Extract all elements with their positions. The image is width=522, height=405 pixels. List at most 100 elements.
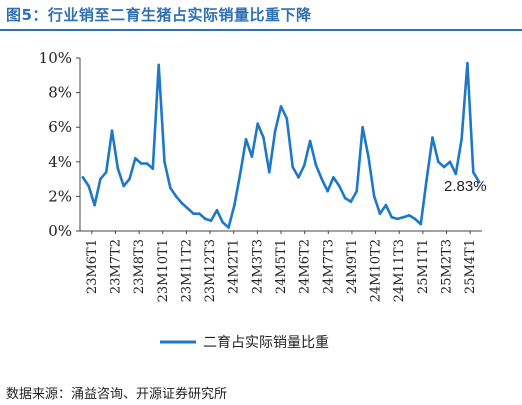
data-point xyxy=(454,172,458,176)
data-point xyxy=(372,195,376,198)
data-point xyxy=(93,203,96,207)
data-point xyxy=(273,129,277,132)
y-tick-label: 0% xyxy=(48,222,72,240)
data-point xyxy=(396,217,399,221)
x-tick-label: 23M12T3 xyxy=(203,239,218,302)
x-tick-label: 23M10T1 xyxy=(156,239,171,302)
data-point xyxy=(104,170,108,174)
y-tick-label: 8% xyxy=(48,84,72,102)
data-point xyxy=(174,195,178,198)
data-point xyxy=(472,170,475,174)
data-point xyxy=(320,177,324,181)
x-axis: 23M6T1 23M7T2 23M8T3 23M10T1 23M11T2 23M12T3 2… xyxy=(80,230,482,302)
y-axis: 0% 2% 4% 6% 8% 10% xyxy=(39,49,81,240)
x-tick-label: 24M2T1 xyxy=(227,239,242,294)
x-tick-label: 24M11T3 xyxy=(392,239,407,302)
data-point xyxy=(116,167,120,170)
data-point xyxy=(186,207,190,210)
data-point xyxy=(326,189,329,193)
data-point xyxy=(442,165,446,169)
series-line xyxy=(81,61,481,229)
data-point xyxy=(262,136,265,139)
data-point xyxy=(349,200,353,203)
data-point xyxy=(157,63,160,67)
data-point xyxy=(268,170,271,174)
data-point xyxy=(425,177,429,181)
data-point xyxy=(466,61,469,65)
x-tick-label: 23M8T3 xyxy=(132,239,147,294)
data-point xyxy=(413,217,417,221)
data-point xyxy=(291,165,295,169)
y-tick-label: 2% xyxy=(48,187,72,205)
legend: 二育占实际销量比重 xyxy=(160,335,329,351)
data-point xyxy=(192,212,195,215)
data-point xyxy=(215,208,219,212)
data-point xyxy=(460,138,463,141)
chart-title: 图5：行业销至二育生猪占实际销量比重下降 xyxy=(6,6,312,24)
data-point xyxy=(81,176,85,179)
data-point xyxy=(169,186,172,190)
data-point xyxy=(431,136,434,139)
data-point xyxy=(297,176,300,179)
data-point xyxy=(448,160,452,164)
data-point xyxy=(332,176,335,179)
data-point xyxy=(285,117,289,120)
data-point xyxy=(139,162,143,165)
x-tick-label: 24M6T2 xyxy=(298,239,313,294)
data-point xyxy=(477,180,481,184)
data-point xyxy=(134,157,137,160)
data-point xyxy=(279,105,283,108)
data-point xyxy=(402,215,405,219)
data-point xyxy=(128,177,131,181)
data-point xyxy=(355,189,359,193)
x-tick-label: 23M7T2 xyxy=(108,239,123,294)
data-point xyxy=(384,203,388,207)
x-tick-label: 25M2T3 xyxy=(440,239,455,294)
data-point xyxy=(338,184,341,188)
source-note: 数据来源：涌益咨询、开源证券研究所 xyxy=(6,387,228,402)
data-point xyxy=(122,184,125,188)
data-point xyxy=(314,164,318,167)
x-tick-label: 25M4T1 xyxy=(463,239,478,294)
y-tick-label: 6% xyxy=(48,118,72,136)
annotations: 2.83% xyxy=(444,178,487,195)
line-chart: 0%2%4%6%8%10% 23M6T1 23M7T2 23M8T3 23M10T1 2… xyxy=(39,49,487,351)
value-annotation: 2.83% xyxy=(444,178,487,195)
data-point xyxy=(110,129,114,132)
data-point xyxy=(180,202,184,205)
data-point xyxy=(198,212,201,215)
data-point xyxy=(367,155,370,158)
data-point xyxy=(227,226,230,229)
data-point xyxy=(99,177,102,181)
x-tick-label: 24M9T1 xyxy=(345,239,360,294)
data-point xyxy=(87,184,90,188)
data-point xyxy=(204,217,207,221)
plot-area xyxy=(81,61,481,229)
x-tick-label: 23M6T1 xyxy=(85,239,100,294)
data-point xyxy=(343,196,347,200)
x-tick-label: 24M5T1 xyxy=(274,239,289,294)
data-point xyxy=(256,122,260,125)
data-point xyxy=(437,160,440,164)
title-underline xyxy=(0,29,522,31)
data-point xyxy=(250,155,254,158)
x-tick-label: 25M1T1 xyxy=(416,239,431,294)
data-point xyxy=(233,203,236,207)
data-point xyxy=(244,138,248,141)
legend-label: 二育占实际销量比重 xyxy=(203,335,329,351)
data-point xyxy=(407,214,411,217)
data-point xyxy=(151,167,155,170)
data-point xyxy=(145,162,149,165)
x-tick-label: 23M11T2 xyxy=(179,239,194,302)
y-tick-label: 4% xyxy=(48,153,72,171)
data-point xyxy=(419,222,423,226)
x-tick-label: 24M3T3 xyxy=(250,239,265,294)
data-point xyxy=(238,172,242,176)
data-point xyxy=(209,219,213,222)
data-point xyxy=(361,125,364,129)
data-point xyxy=(303,164,306,167)
data-point xyxy=(221,221,224,224)
data-point xyxy=(163,160,166,164)
y-tick-label: 10% xyxy=(39,49,72,67)
data-point xyxy=(378,212,382,215)
